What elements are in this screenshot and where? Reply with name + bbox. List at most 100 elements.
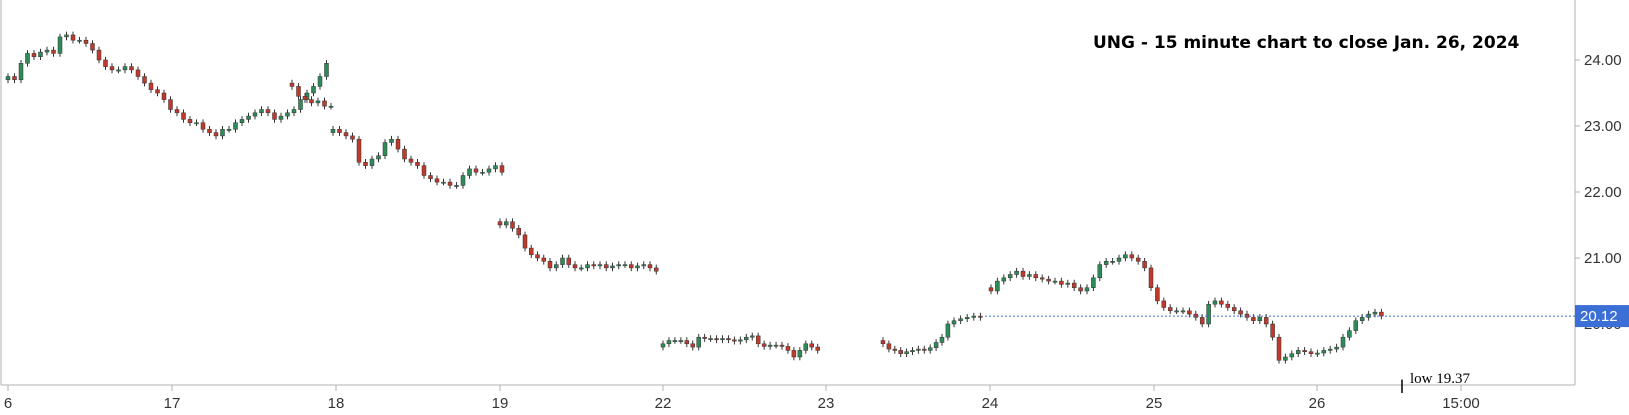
candle-body-up [1052,280,1058,283]
candle [233,119,238,133]
candle-body-down [516,228,521,236]
candle-body-down [109,66,115,71]
candlestick-series [5,31,1384,364]
candle [945,320,951,341]
candle [421,162,427,179]
candle [904,348,909,357]
candle-body-down [1167,307,1173,312]
candle [155,86,160,97]
candle-body-up [797,350,803,358]
candle [898,347,903,357]
candle [610,262,615,272]
x-tick-label: 25 [1146,395,1163,412]
candle-body-down [791,350,797,358]
candle [12,73,17,84]
candle-body-down [402,148,407,160]
candle-body-up [597,264,603,267]
candle-body-down [155,89,160,94]
candle [964,314,970,323]
candle-body-down [898,350,903,354]
candle-body-down [12,76,17,81]
candle [1103,258,1109,268]
candle [933,339,939,352]
candle-body-up [382,142,388,156]
candle [791,347,797,361]
candle [109,63,115,74]
candle-body-down [350,135,355,140]
candle [1052,277,1058,285]
candle-body-down [428,175,433,180]
x-tick-label: 22 [655,395,672,412]
candle-body-down [70,34,76,41]
x-axis-ticks: 6 17 18 19 22 23 24 25 26 15:00 [4,385,1480,412]
candle [1046,275,1051,285]
candle-body-down [135,69,141,77]
candle [720,335,725,344]
candle-body-up [666,340,672,345]
candle-body-up [1110,261,1115,263]
candle [480,168,485,176]
candle-body-up [738,339,743,342]
candle [350,132,355,143]
x-tick-label: 6 [4,395,12,412]
candle [51,46,56,57]
candle [1308,348,1314,357]
candle [285,109,290,120]
candle-body-down [447,181,453,186]
candle-body-up [389,138,394,143]
candle-body-down [529,247,534,255]
candle-body-up [369,158,375,166]
candle [951,317,957,328]
candle-body-up [720,338,725,341]
candle-body-up [1014,270,1019,275]
candle [1340,333,1346,351]
candle-body-down [337,129,342,133]
candle-body-up [1289,353,1295,358]
candle-body-down [541,257,546,262]
candle [142,73,147,87]
y-tick-label: 24.00 [1584,52,1622,69]
candle-body-down [1219,300,1224,305]
last-price-badge-background [1575,305,1629,328]
candle [1027,271,1032,280]
candle-body-down [302,96,308,100]
candle-body-up [1001,277,1007,282]
candle [755,332,761,348]
candle-body-up [330,129,336,133]
candle [635,262,640,272]
candle [510,218,515,232]
candle-body-up [441,181,446,184]
candle-body-down [1187,310,1192,315]
candle-body-down [434,178,440,183]
candle [1129,251,1135,262]
candle [64,31,69,41]
candle-body-up [958,318,963,321]
candle-body-up [1321,350,1327,354]
candle-body-up [25,53,30,64]
candle-body-up [246,115,251,120]
candle-body-down [83,39,89,44]
candle [815,343,820,354]
candle [1257,314,1263,324]
candle-body-up [116,69,121,72]
candle-body-up [226,129,232,131]
candle [572,261,578,272]
candle-body-down [1142,261,1147,269]
candle-body-up [1295,350,1301,354]
candle-body-up [259,109,264,114]
candle [744,333,749,344]
candle-body-up [504,221,509,226]
candle [886,340,892,353]
candle [1321,347,1327,357]
candle [252,109,258,120]
candle-body-up [1327,348,1333,351]
candle-body-up [767,344,773,347]
candle [547,258,553,272]
candle-body-up [560,257,565,265]
candle [714,335,719,344]
candle-body-down [510,221,515,229]
candle-body-down [51,49,56,54]
candle-body-up [1123,254,1128,259]
candle-body-down [1039,277,1045,280]
candle [785,343,791,354]
